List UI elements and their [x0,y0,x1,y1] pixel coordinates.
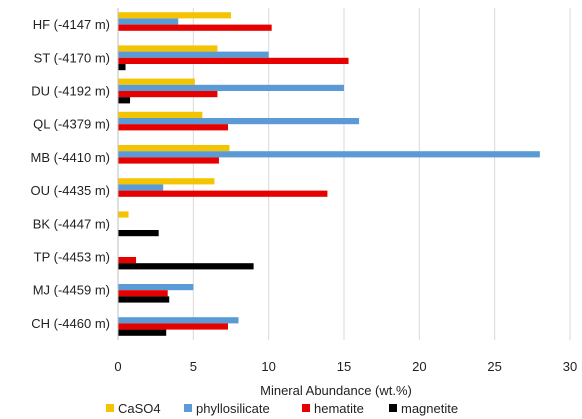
category-label-4: MB (-4410 m) [31,150,110,165]
legend-swatch-hematite [302,404,310,412]
x-tick-5: 5 [190,359,197,374]
legend-swatch-phyllosilicate [184,404,192,412]
x-tick-0: 0 [114,359,121,374]
bars [118,12,540,336]
bar-phyllosilicate-3 [118,118,360,125]
legend-swatch-magnetite [389,404,397,412]
category-label-3: QL (-4379 m) [33,117,110,132]
bar-hematite-9 [118,323,228,330]
x-axis-title: Mineral Abundance (wt.%) [260,383,412,398]
bar-hematite-2 [118,91,218,98]
bar-caso4-5 [118,178,215,185]
x-tick-15: 15 [337,359,351,374]
x-tick-25: 25 [487,359,501,374]
legend: CaSO4 phyllosilicate hematite magnetite [106,401,458,416]
category-label-0: HF (-4147 m) [33,17,110,32]
x-tick-30: 30 [563,359,577,374]
category-label-6: BK (-4447 m) [33,216,110,231]
bar-magnetite-7 [118,263,254,270]
bar-phyllosilicate-4 [118,151,540,158]
bar-caso4-2 [118,78,195,85]
bar-caso4-4 [118,145,230,152]
category-labels: HF (-4147 m) ST (-4170 m) DU (-4192 m) QL (… [31,17,110,331]
bar-phyllosilicate-5 [118,184,164,191]
bar-hematite-5 [118,190,328,197]
bar-magnetite-2 [118,97,131,104]
bar-hematite-1 [118,57,349,64]
legend-label-magnetite: magnetite [401,401,458,416]
category-label-5: OU (-4435 m) [31,183,110,198]
category-label-8: MJ (-4459 m) [33,283,110,298]
x-tick-10: 10 [261,359,275,374]
bar-magnetite-1 [118,64,126,71]
x-tick-labels: 0 5 10 15 20 25 30 [114,359,577,374]
legend-label-phyllosilicate: phyllosilicate [196,401,270,416]
category-label-2: DU (-4192 m) [31,84,110,99]
bar-magnetite-9 [118,329,167,336]
legend-label-caso4: CaSO4 [118,401,161,416]
bar-magnetite-6 [118,230,159,237]
bar-phyllosilicate-1 [118,51,269,58]
bar-phyllosilicate-8 [118,284,194,291]
category-label-7: TP (-4453 m) [34,250,110,265]
x-tick-20: 20 [412,359,426,374]
legend-label-hematite: hematite [314,401,364,416]
category-label-1: ST (-4170 m) [34,50,110,65]
bar-magnetite-8 [118,296,170,303]
bar-hematite-3 [118,124,228,131]
bar-caso4-3 [118,111,203,118]
bar-hematite-7 [118,257,137,264]
bar-phyllosilicate-2 [118,84,344,91]
bar-caso4-6 [118,211,129,218]
bar-hematite-8 [118,290,168,297]
bar-hematite-4 [118,157,219,164]
bar-caso4-0 [118,12,231,19]
legend-swatch-caso4 [106,404,114,412]
bar-phyllosilicate-9 [118,317,239,324]
bar-hematite-0 [118,24,272,31]
bar-phyllosilicate-0 [118,18,179,25]
bar-caso4-1 [118,45,218,52]
category-label-9: CH (-4460 m) [31,316,110,331]
